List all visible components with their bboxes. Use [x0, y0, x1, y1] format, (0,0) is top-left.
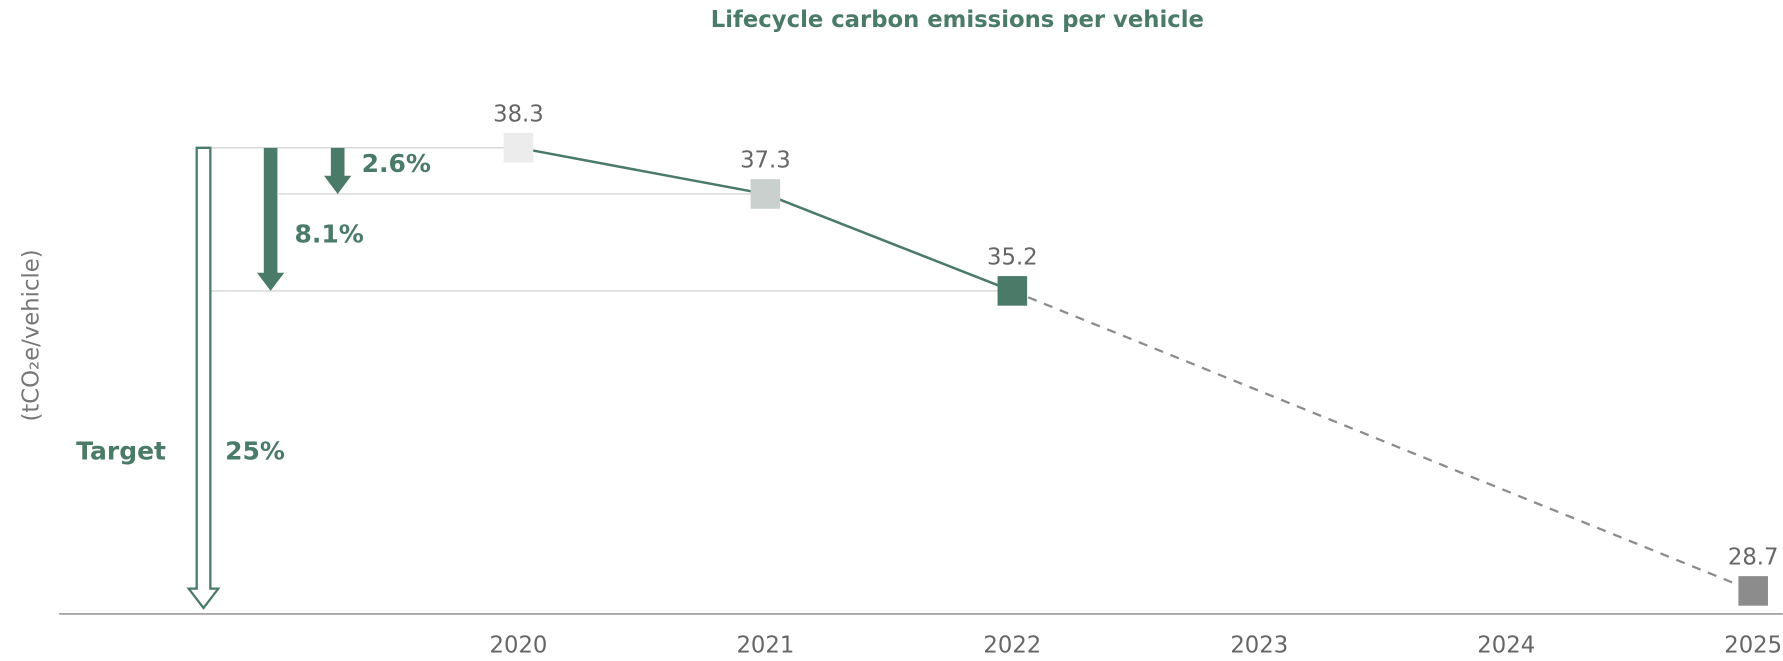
- annotation: 25%: [225, 437, 285, 466]
- x-tick-label: 2022: [983, 632, 1041, 658]
- x-tick-label: 2024: [1477, 632, 1535, 658]
- target-label: Target: [76, 437, 166, 466]
- x-tick-label: 2021: [736, 632, 794, 658]
- change-arrow: [324, 147, 352, 194]
- marker: [1738, 576, 1768, 606]
- data-label: 35.2: [987, 244, 1038, 270]
- plot: Lifecycle carbon emissions per vehicle (…: [18, 7, 1783, 658]
- projection-line: [1011, 289, 1754, 592]
- marker: [997, 276, 1028, 306]
- annotation: 8.1%: [294, 219, 363, 248]
- marker: [503, 133, 534, 163]
- data-label: 38.3: [493, 101, 544, 127]
- x-tick-label: 2023: [1230, 632, 1288, 658]
- data-label: 28.7: [1728, 544, 1779, 570]
- x-tick-label: 2020: [490, 632, 548, 658]
- data-label: 37.3: [740, 148, 791, 174]
- target-arrow: [186, 146, 221, 610]
- y-axis-label: (tCO₂e/vehicle): [18, 249, 44, 421]
- chart-title: Lifecycle carbon emissions per vehicle: [711, 7, 1204, 33]
- annotation: 2.6%: [362, 149, 431, 178]
- marker: [750, 179, 781, 209]
- change-arrow: [256, 147, 285, 291]
- x-tick-label: 2025: [1724, 632, 1782, 658]
